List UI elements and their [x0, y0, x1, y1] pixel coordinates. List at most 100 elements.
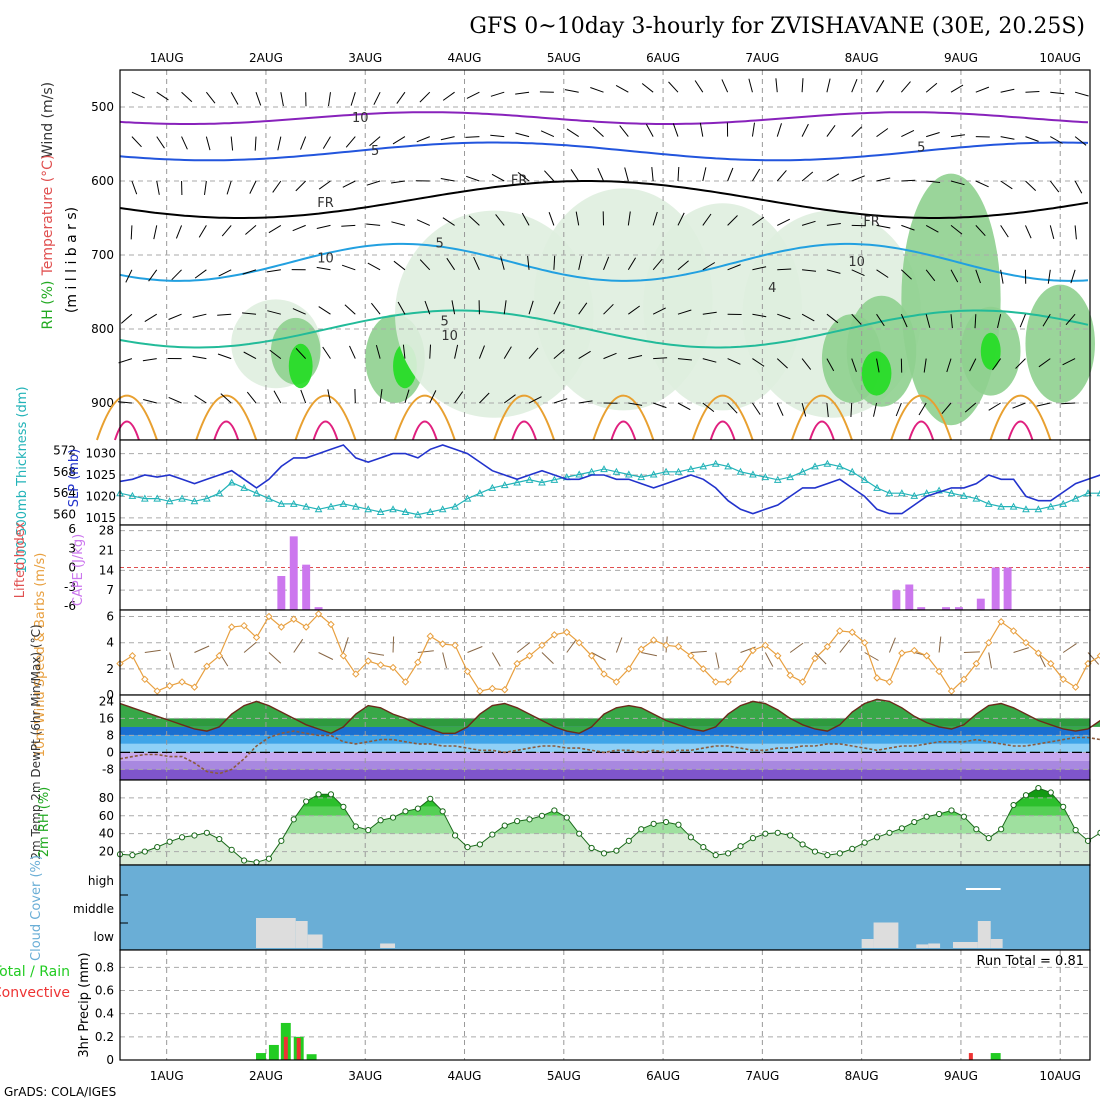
wind-barb [603, 303, 614, 315]
wind-barb [702, 262, 716, 271]
wind-barb [851, 313, 862, 325]
wind-barb [242, 312, 257, 315]
wind-barb [194, 394, 207, 404]
warm-temp-contour [989, 394, 1052, 441]
wind-barb [1013, 647, 1029, 653]
wind-barb [416, 219, 430, 226]
wind-barb [997, 314, 1002, 329]
lifted-index-label: Lifted Index [13, 521, 28, 598]
wind-barb [429, 344, 431, 359]
rh-point [315, 791, 322, 798]
wind-speed-point [141, 675, 149, 684]
wind-speed-point [1047, 659, 1055, 668]
pressure-tick-label: 500 [91, 100, 114, 114]
rh-point [129, 852, 136, 859]
wind-barb [923, 358, 927, 373]
thickness-point [1046, 502, 1055, 510]
rh-point [787, 832, 794, 839]
wind-barb [1038, 358, 1051, 368]
wind-barb [416, 136, 430, 143]
wind-speed-point [401, 678, 410, 686]
wind-barb [491, 652, 501, 667]
rh-point [923, 813, 930, 820]
top-date-label: 6AUG [646, 51, 680, 65]
wind-speed-point [774, 652, 782, 660]
cape-bar [302, 564, 311, 610]
thickness-point [289, 499, 298, 507]
rh-point [228, 846, 235, 853]
wind-speed-point [203, 662, 211, 670]
wind-speed-point [1022, 638, 1030, 647]
rh-point [389, 814, 397, 821]
low-cloud-block [952, 942, 978, 948]
temp-contour-5 [119, 242, 1089, 282]
wind-speed-point [898, 649, 906, 657]
contour-label: 10 [441, 329, 458, 344]
thickness-point [798, 467, 807, 475]
wind-barb [194, 645, 210, 653]
wind-barb [268, 652, 282, 664]
wind-barb [369, 136, 381, 147]
wind-barb [143, 399, 157, 404]
wind-barb [975, 269, 981, 284]
rh-point [439, 808, 446, 815]
li-tick-label: 0 [68, 561, 76, 575]
rh-point [216, 835, 223, 843]
top-date-label: 10AUG [1039, 51, 1081, 65]
thickness-point [178, 494, 186, 502]
li-tick-label: -6 [64, 599, 76, 613]
wind-barb [366, 180, 381, 186]
wind-barb [974, 314, 977, 329]
low-cloud-block [256, 918, 296, 948]
bottom-date-label: 7AUG [745, 1069, 779, 1083]
wind-barb [677, 166, 680, 182]
wind-speed-point [550, 631, 559, 639]
wind-barb [1070, 269, 1076, 284]
contour-label: 10 [848, 255, 865, 270]
rh-point [960, 813, 968, 820]
thickness-point [140, 494, 149, 502]
wind-barb [175, 225, 183, 239]
wind-barb [345, 136, 356, 148]
wind-barb [694, 80, 704, 93]
y-tick-label: 0.8 [95, 960, 114, 974]
cape-label: CAPE (J/kg) [71, 534, 86, 606]
wind-barb [220, 393, 232, 404]
wind-barb [975, 180, 989, 188]
wind-barb [344, 304, 356, 315]
wind-barb [801, 220, 816, 226]
wind-barb [553, 255, 556, 270]
wind-barb [873, 402, 878, 417]
rh-shading [288, 343, 313, 389]
rh-point [700, 844, 707, 851]
wind-barb [156, 136, 165, 149]
wind-barb [1074, 180, 1083, 194]
wind-barb [727, 215, 738, 226]
wind-barb [479, 392, 490, 404]
rh-point [861, 839, 868, 846]
wind-speed-point [277, 623, 286, 631]
wind-barb [144, 649, 161, 653]
wind-speed-point [674, 642, 683, 651]
thickness-point [513, 478, 521, 486]
wind-barb [777, 268, 792, 271]
wind-barb [205, 136, 211, 151]
wind-barb [851, 269, 865, 277]
rh-point [576, 830, 583, 837]
wind-barb [221, 225, 232, 237]
rh-point [327, 791, 335, 798]
wind-barb [341, 264, 356, 271]
wind-barb [876, 358, 880, 373]
wind-speed-point [178, 678, 186, 686]
wind-barb [851, 175, 865, 182]
y-tick-label: 0.4 [95, 1007, 114, 1021]
temp-contour-10 [119, 309, 1089, 349]
wind-speed-point [699, 665, 707, 673]
wind-barb [801, 78, 804, 93]
rh-point [935, 810, 943, 818]
wind-barb [677, 260, 689, 271]
wind-barb [515, 132, 530, 138]
thickness-point [389, 505, 397, 513]
cape-bar [976, 598, 985, 610]
rh-point [1010, 801, 1017, 809]
